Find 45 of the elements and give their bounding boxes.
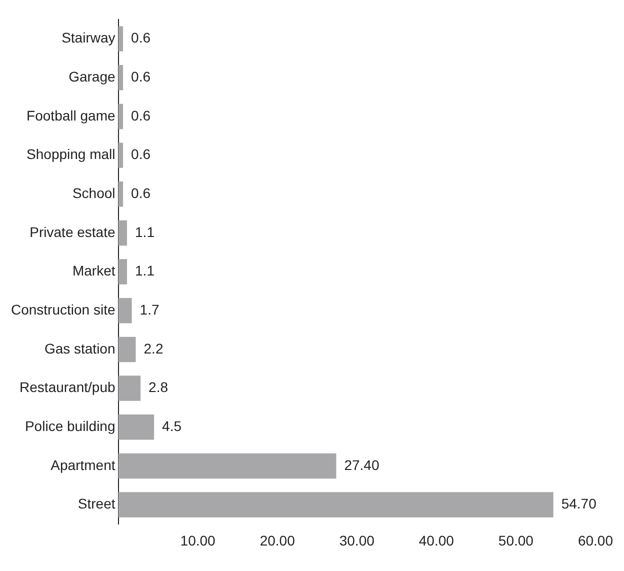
data-label: 2.8 <box>148 379 168 396</box>
y-tick-label: Construction site <box>10 301 116 318</box>
bar <box>118 26 124 52</box>
y-tick-label: Market <box>72 262 116 279</box>
x-tick-label: 30.00 <box>339 532 375 548</box>
x-tick-label: 40.00 <box>418 532 454 548</box>
bar <box>118 453 336 479</box>
y-tick-label: Gas station <box>44 340 116 356</box>
bar <box>118 298 132 324</box>
data-label: 0.6 <box>131 107 151 124</box>
data-label: 27.40 <box>344 456 380 473</box>
data-label: 4.5 <box>162 418 182 434</box>
bar <box>118 65 124 90</box>
data-label: 0.6 <box>131 146 151 162</box>
x-tick-label: 20.00 <box>260 532 296 548</box>
x-tick-label: 50.00 <box>498 532 534 548</box>
bar <box>118 104 124 130</box>
y-tick-label: Shopping mall <box>26 146 116 162</box>
y-tick-label: Restaurant/pub <box>20 379 116 396</box>
bar <box>118 414 154 440</box>
bar <box>118 142 124 168</box>
bar <box>118 376 141 401</box>
y-tick-label: Street <box>78 496 116 512</box>
bar <box>118 492 554 518</box>
y-tick-label: Stairway <box>62 30 116 46</box>
data-label: 54.70 <box>561 496 597 512</box>
y-tick-label: Apartment <box>50 456 116 473</box>
data-label: 1.1 <box>135 224 155 240</box>
data-label: 0.6 <box>131 68 151 85</box>
bar <box>118 259 128 284</box>
bar <box>118 182 124 207</box>
bar <box>118 220 128 246</box>
y-tick-label: Garage <box>68 68 116 85</box>
y-tick-label: Police building <box>24 418 116 434</box>
x-tick-label: 10.00 <box>180 532 216 548</box>
y-tick-label: Private estate <box>30 224 116 240</box>
data-label: 0.6 <box>131 185 151 201</box>
data-label: 1.7 <box>140 301 160 318</box>
data-label: 2.2 <box>144 340 164 356</box>
bar <box>118 336 136 362</box>
y-tick-label: Football game <box>26 107 116 124</box>
y-tick-label: School <box>72 185 116 201</box>
data-label: 0.6 <box>131 30 151 46</box>
data-label: 1.1 <box>135 262 155 279</box>
x-tick-label: 60.00 <box>578 532 614 548</box>
